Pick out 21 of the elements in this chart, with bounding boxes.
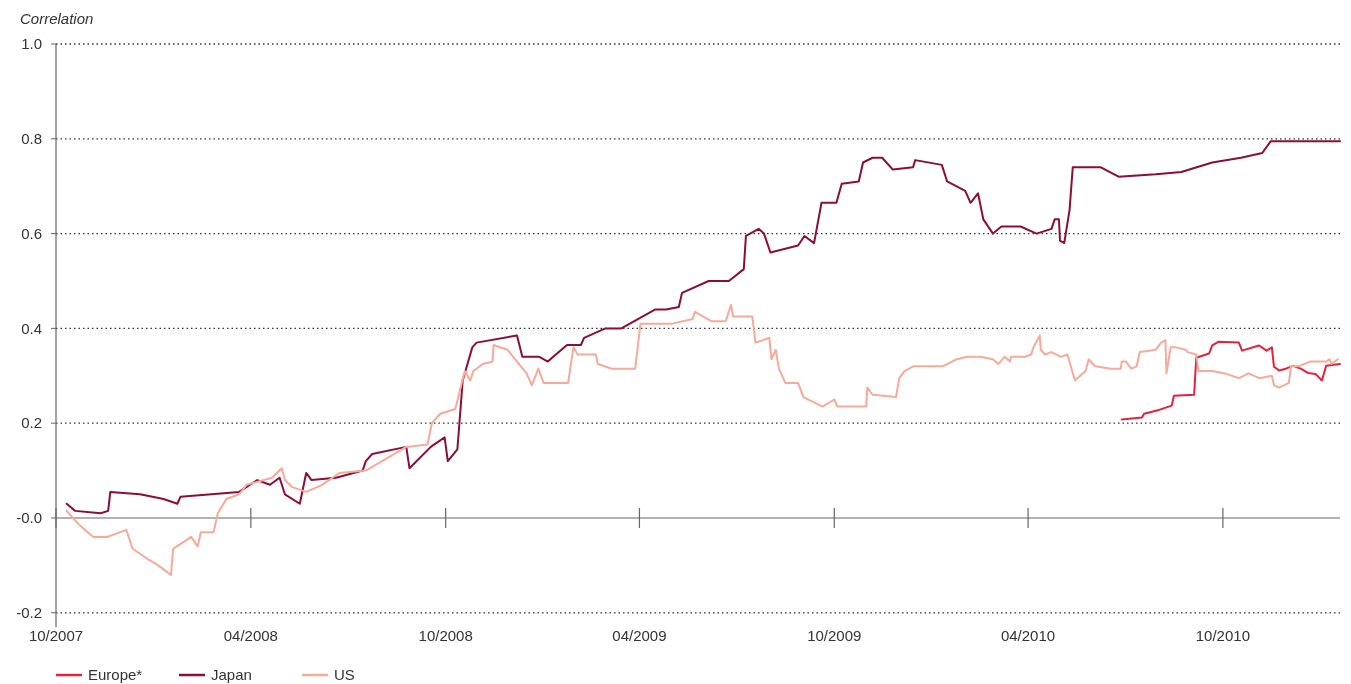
line-series: [1120, 340, 1341, 421]
y-tick-label: -0.2: [16, 604, 42, 622]
y-tick-label: 0.4: [21, 319, 42, 337]
y-axis-title: Correlation: [20, 10, 94, 27]
legend-label: US: [334, 666, 355, 684]
x-tick-label: 04/2008: [223, 627, 278, 644]
x-tick-label: 04/2010: [1000, 627, 1056, 644]
y-tick-label: 0.6: [21, 224, 42, 242]
legend-label: Europe*: [88, 666, 143, 684]
x-tick-label: 10/2010: [1195, 627, 1250, 644]
x-tick-label: 10/2007: [28, 627, 84, 644]
y-tick-label: -0.0: [16, 509, 42, 527]
x-tick-label: 10/2008: [418, 627, 473, 644]
x-tick-label: 10/2009: [807, 627, 862, 644]
line-series: [65, 140, 1341, 515]
legend-label: Japan: [211, 666, 252, 684]
line-series: [65, 303, 1339, 576]
y-tick-label: 0.8: [21, 130, 42, 148]
x-tick-label: 04/2009: [612, 627, 667, 644]
y-tick-label: 1.0: [21, 35, 42, 53]
y-tick-label: 0.2: [21, 414, 42, 432]
